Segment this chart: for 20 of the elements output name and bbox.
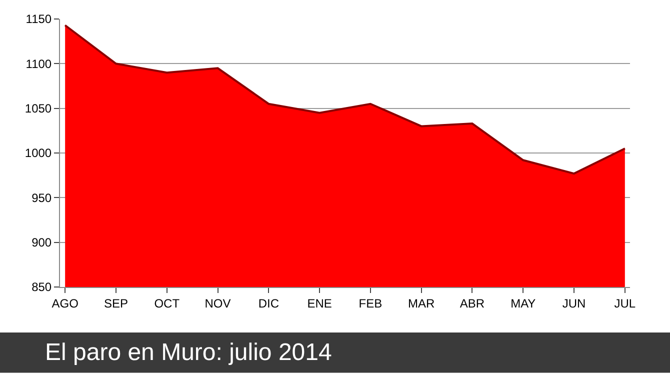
x-tick-label: OCT: [154, 296, 180, 310]
x-tick-label: MAY: [510, 296, 536, 310]
x-tick-label: JUN: [562, 296, 586, 310]
y-tick-label: 1100: [26, 56, 52, 71]
x-tick-label: NOV: [204, 296, 231, 310]
x-tick-label: AGO: [52, 296, 78, 310]
x-tick-label: JUL: [614, 296, 636, 310]
y-tick-label: 1050: [24, 102, 52, 116]
x-tick-label: SEP: [104, 296, 128, 310]
text: El paro en Muro: julio 2014: [45, 339, 332, 366]
y-tick-label: 1000: [24, 146, 52, 160]
x-tick-label: ENE: [307, 296, 332, 310]
x-tick-label: DIC: [258, 296, 280, 310]
x-tick-label: ABR: [460, 296, 485, 310]
y-tick-label: 850: [32, 280, 52, 294]
x-tick-label: MAR: [408, 296, 436, 310]
y-tick-label: 1150: [26, 12, 52, 26]
y-tick-label: 900: [32, 236, 52, 250]
y-tick-label: 950: [32, 190, 52, 205]
x-tick-label: FEB: [358, 296, 382, 310]
